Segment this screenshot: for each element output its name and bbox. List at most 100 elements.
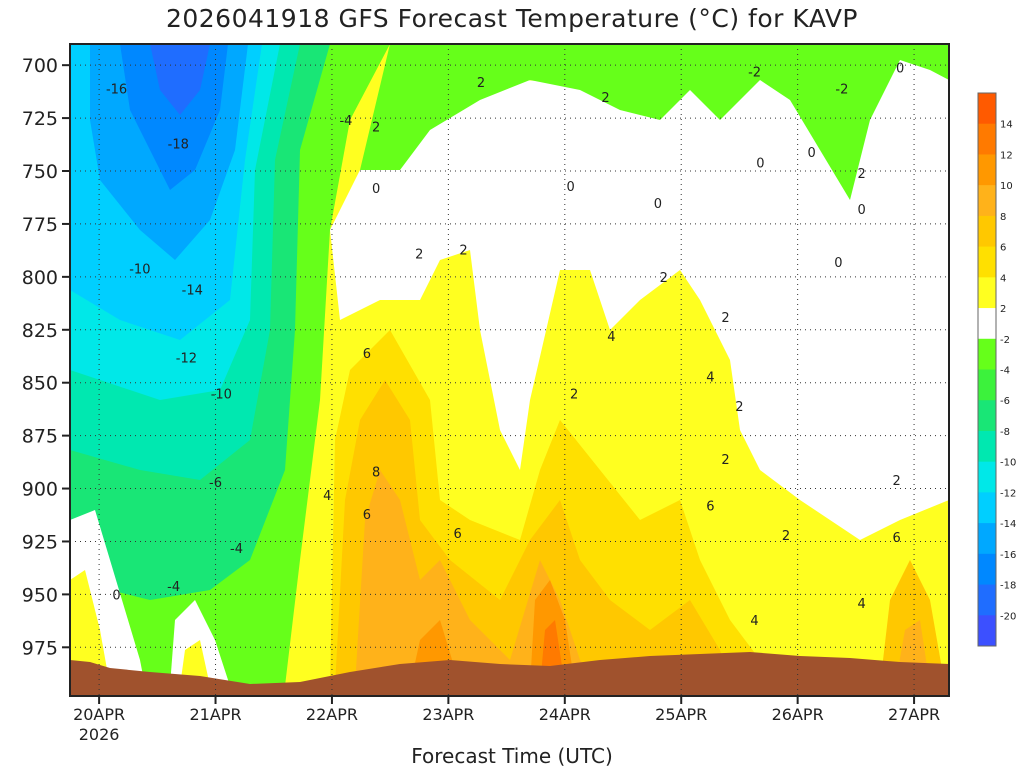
contour-label: -2	[748, 66, 761, 81]
contour-label: 4	[323, 489, 331, 504]
contour-label: 0	[756, 157, 764, 172]
contour-label: 4	[706, 370, 714, 385]
contour-label: -4	[339, 114, 352, 129]
contour-label: 8	[372, 466, 380, 481]
upper-green-band	[360, 44, 949, 200]
x-tick-label: 26APR	[772, 705, 824, 724]
colorbar-label: -8	[1000, 427, 1010, 438]
contour-label: -6	[209, 476, 222, 491]
contour-label: 2	[721, 311, 729, 326]
contour-label: 4	[750, 614, 758, 629]
contour-label: -14	[182, 284, 203, 299]
warm-pocket-2	[180, 640, 210, 686]
x-tick-label: 20APR	[73, 705, 125, 724]
contour-label: 6	[363, 508, 371, 523]
colorbar-label: 14	[1000, 120, 1013, 131]
colorbar-label: -16	[1000, 550, 1016, 561]
contour-label: 0	[566, 180, 574, 195]
colorbar-label: -18	[1000, 581, 1016, 592]
x-tick-year: 2026	[79, 725, 120, 744]
x-tick-label: 23APR	[422, 705, 474, 724]
contour-label: 2	[601, 91, 609, 106]
colorbar-swatch	[978, 154, 996, 186]
colorbar-swatch	[978, 615, 996, 647]
colorbar: 14 12 10 8 6 4 2 -2 -4 -6 -8 -10 -12 -14 -16 -18 -20	[977, 92, 1016, 647]
colorbar-swatch	[978, 523, 996, 555]
colorbar-swatch	[978, 400, 996, 432]
contour-label: 0	[654, 197, 662, 212]
contour-label: 2	[372, 121, 380, 136]
colorbar-label: -12	[1000, 488, 1016, 499]
colorbar-frame	[977, 92, 997, 647]
colorbar-label: 10	[1000, 181, 1013, 192]
contour-label: -4	[167, 580, 180, 595]
colorbar-swatch	[978, 308, 996, 340]
colorbar-label: 6	[1000, 243, 1006, 254]
contour-labels: -16 -18 -14 -10 -12 -10 -6 -4 -4 0 -4 2 0 2 2 2 6 8 4 6 6 0 2 4…	[106, 61, 904, 629]
chart-title: 2026041918 GFS Forecast Temperature (°C)…	[165, 4, 859, 33]
colorbar-label: 8	[1000, 212, 1006, 223]
contour-label: 4	[858, 597, 866, 612]
x-tick-label: 22APR	[306, 705, 358, 724]
y-tick-label: 825	[22, 320, 58, 342]
colorbar-swatch	[978, 123, 996, 155]
y-tick-label: 900	[22, 479, 58, 501]
y-tick-label: 975	[22, 637, 58, 659]
y-tick-label: 875	[22, 426, 58, 448]
colorbar-swatch	[978, 369, 996, 401]
x-tick-label: 21APR	[189, 705, 241, 724]
contour-label: 2	[477, 76, 485, 91]
colorbar-label: -6	[1000, 396, 1010, 407]
contour-label: 6	[892, 531, 900, 546]
colorbar-swatch	[978, 461, 996, 493]
colorbar-swatch	[978, 93, 996, 125]
contour-label: 2	[892, 474, 900, 489]
colorbar-label: 12	[1000, 150, 1013, 161]
x-tick-label: 27APR	[888, 705, 940, 724]
contour-label: -16	[106, 82, 127, 97]
colorbar-label: -2	[1000, 335, 1010, 346]
x-tick-label: 25APR	[655, 705, 707, 724]
contour-label: 2	[459, 243, 467, 258]
contour-label: 2	[570, 387, 578, 402]
y-axis: 700 725 750 775 800 825 850 875 900 925 950 975	[22, 55, 70, 659]
contour-label: 0	[112, 588, 120, 603]
contour-label: 6	[363, 347, 371, 362]
contour-label: 2	[415, 248, 423, 263]
temperature-field	[70, 44, 949, 696]
contour-label: 2	[735, 400, 743, 415]
near-zero-layer	[330, 44, 949, 540]
x-axis-label: Forecast Time (UTC)	[411, 744, 613, 768]
contour-label: -2	[835, 82, 848, 97]
contour-label: 6	[454, 527, 462, 542]
colorbar-swatch	[978, 584, 996, 616]
contour-label: 2	[721, 453, 729, 468]
y-tick-label: 700	[22, 55, 58, 77]
contour-label: -4	[230, 542, 243, 557]
contour-label: -10	[129, 262, 150, 277]
colorbar-swatch	[978, 215, 996, 248]
contour-label: 2	[782, 529, 790, 544]
colorbar-label: -14	[1000, 519, 1016, 530]
colorbar-label: -10	[1000, 458, 1016, 469]
y-tick-label: 800	[22, 267, 58, 289]
contour-label: 2	[660, 271, 668, 286]
colorbar-swatch	[978, 246, 996, 278]
colorbar-label: 4	[1000, 273, 1006, 284]
cold-region-core	[150, 44, 210, 115]
colorbar-swatch	[978, 492, 996, 524]
contour-label: 0	[834, 256, 842, 271]
x-tick-label: 24APR	[539, 705, 591, 724]
contour-label: 0	[896, 61, 904, 76]
contour-label: 0	[372, 182, 380, 197]
colorbar-swatch	[978, 185, 996, 217]
grid-lines	[70, 44, 949, 696]
colorbar-swatch	[978, 338, 996, 370]
y-tick-label: 950	[22, 584, 58, 606]
contour-label: -18	[168, 137, 189, 152]
contour-label: -12	[176, 351, 197, 366]
contour-label: -10	[211, 387, 232, 402]
contour-label: 4	[607, 330, 615, 345]
colorbar-label: -4	[1000, 366, 1010, 377]
